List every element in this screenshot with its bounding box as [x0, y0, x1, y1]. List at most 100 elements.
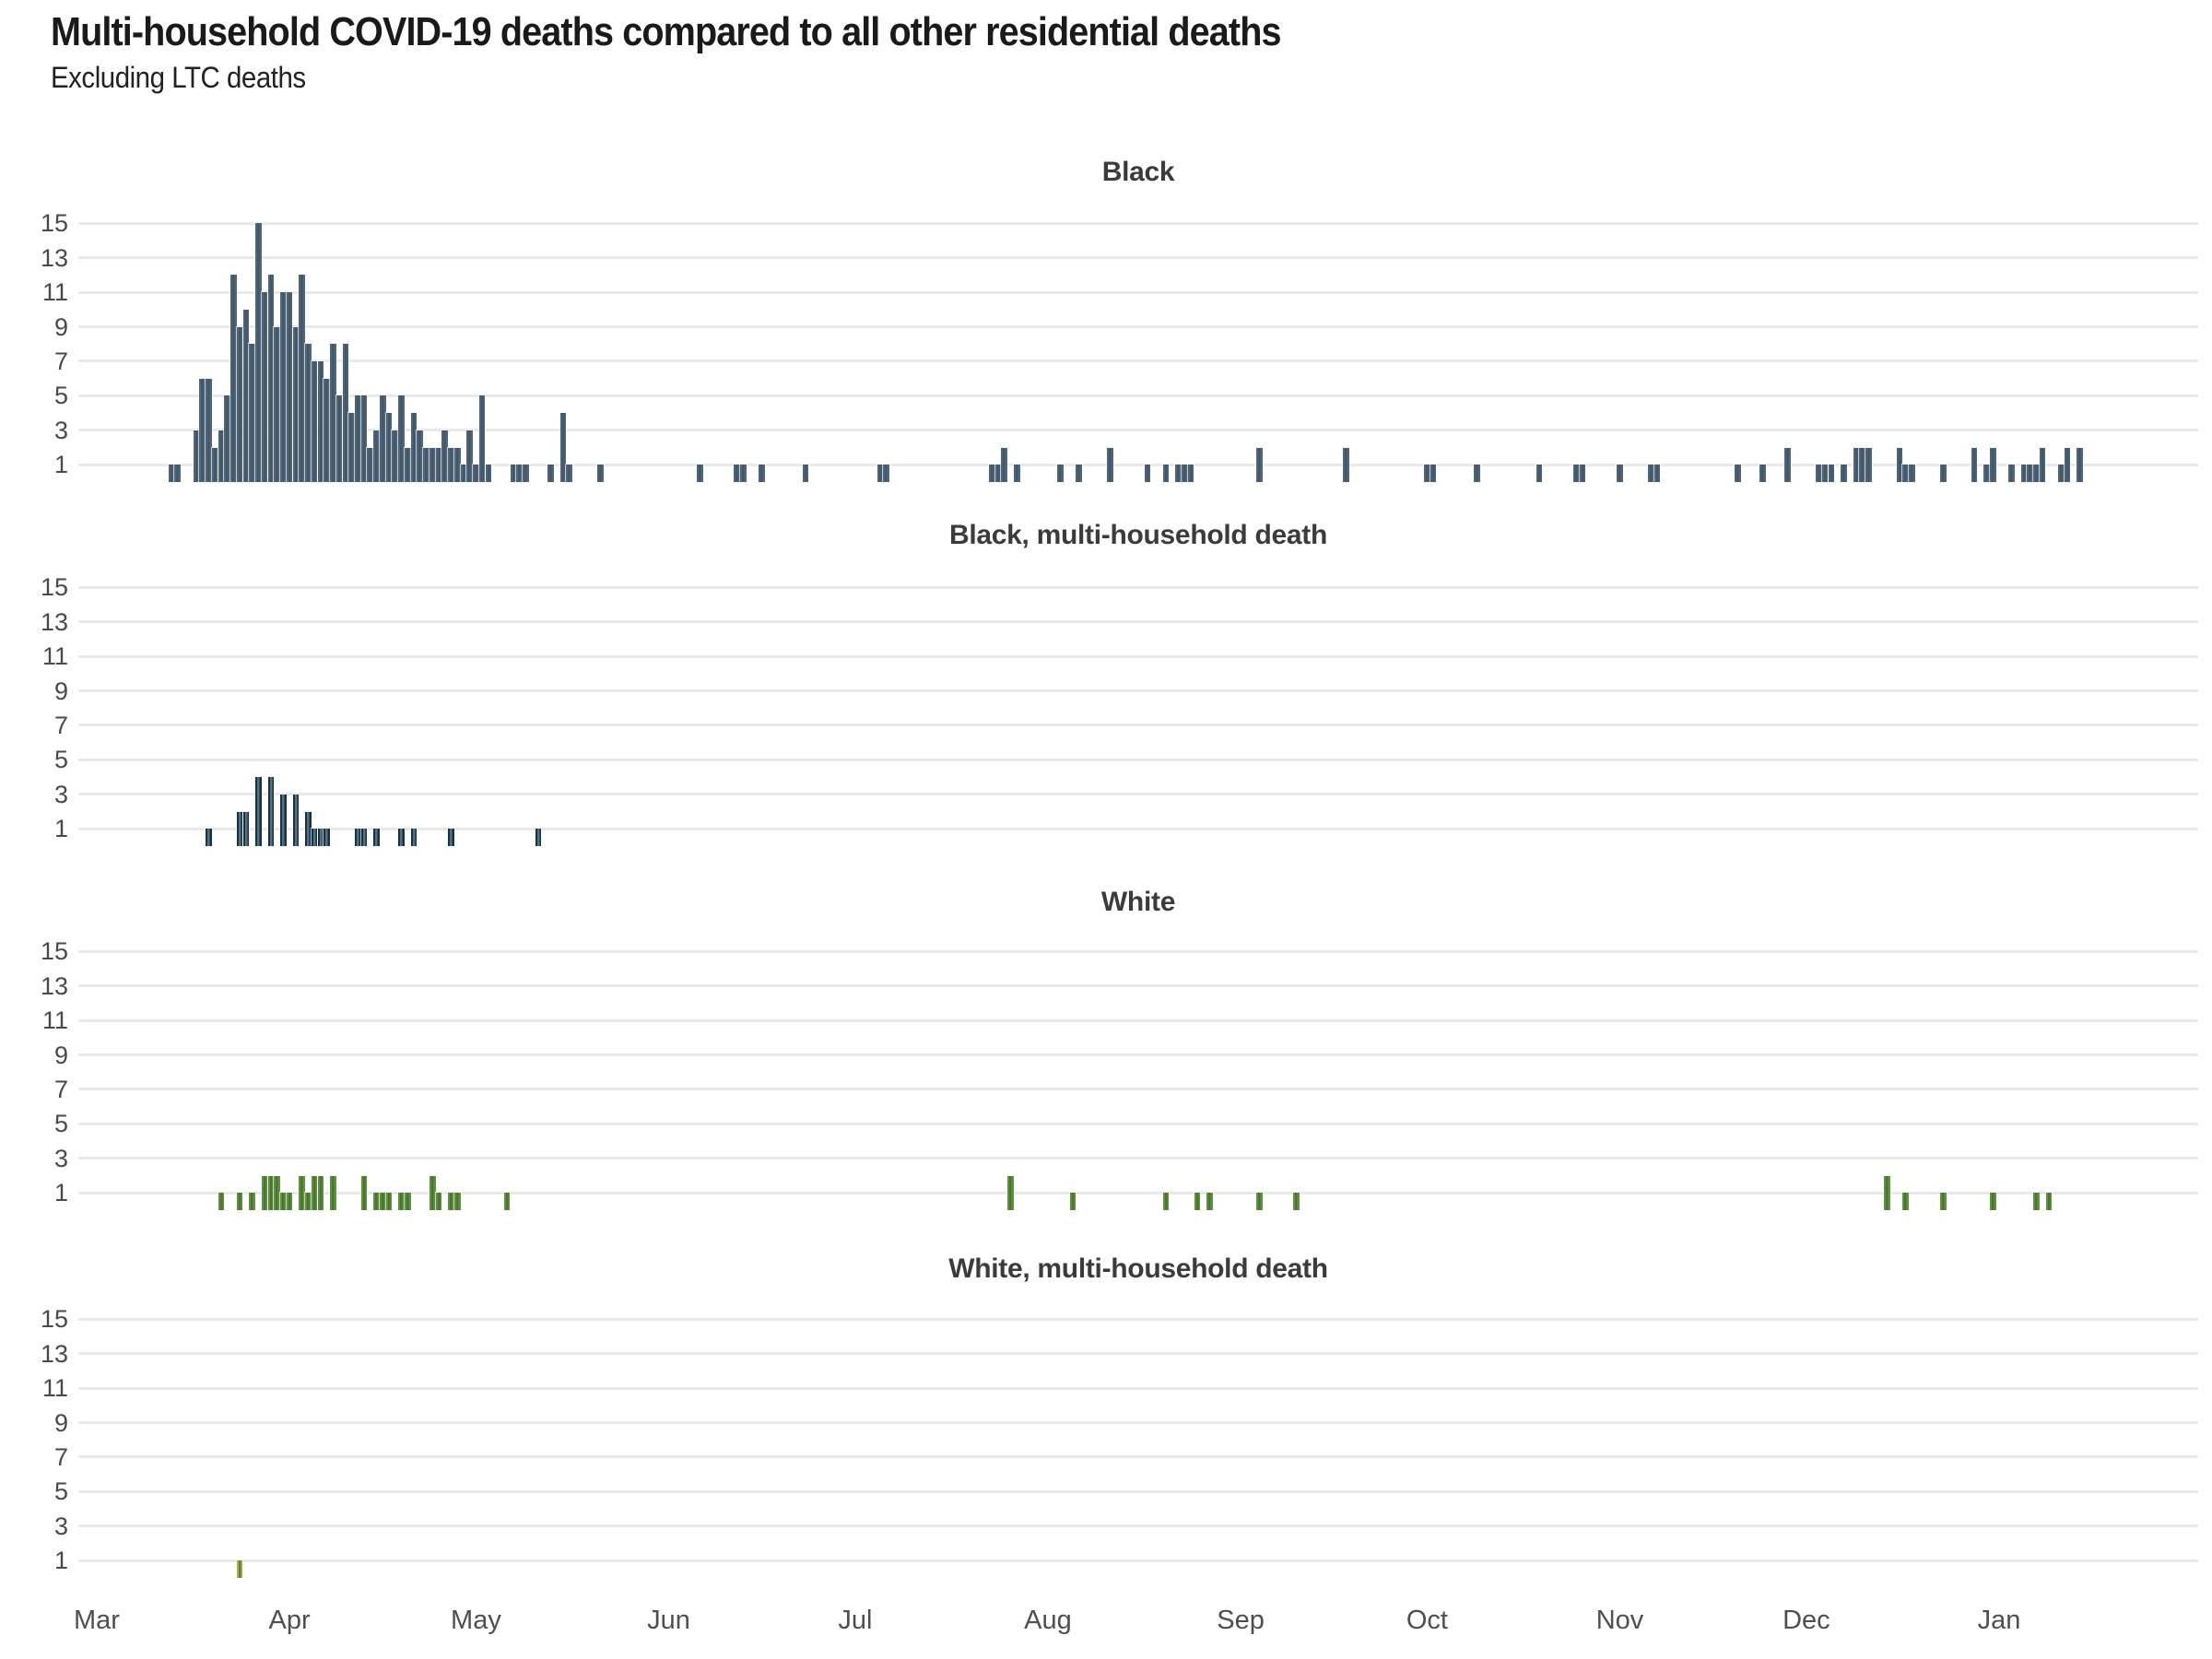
x-axis-month-label: Jul [838, 1606, 873, 1635]
y-axis-tick-label: 13 [40, 607, 68, 636]
bar [2008, 465, 2015, 482]
bar [1107, 447, 1113, 482]
bar [460, 465, 467, 482]
y-axis-tick-label: 13 [40, 971, 68, 1000]
bar [1784, 447, 1791, 482]
gridline [78, 394, 2198, 397]
y-axis-tick-label: 7 [53, 1075, 68, 1103]
bar [354, 395, 361, 482]
bar [1162, 465, 1170, 482]
bar [261, 1175, 268, 1210]
bar [242, 811, 250, 846]
bar [1902, 1193, 1910, 1210]
bar [379, 1193, 386, 1210]
bar [1617, 465, 1623, 482]
bar [466, 429, 473, 482]
bar [236, 1193, 243, 1210]
x-axis-month-label: May [451, 1606, 501, 1635]
bar [360, 1175, 368, 1210]
bar [448, 1193, 454, 1210]
bar [1256, 1193, 1263, 1210]
bar [1162, 1193, 1170, 1210]
bar [1841, 465, 1847, 482]
bar [317, 1175, 324, 1210]
bar [1816, 465, 1822, 482]
gridline [78, 758, 2198, 761]
bar [1989, 447, 1996, 482]
bar [379, 395, 386, 482]
bar [802, 465, 809, 482]
bar [1573, 465, 1580, 482]
x-axis-month-label: Oct [1406, 1606, 1448, 1635]
bar [168, 465, 175, 482]
gridline [78, 1122, 2198, 1125]
bar [503, 1193, 511, 1210]
bar [1175, 465, 1182, 482]
bar [1909, 465, 1915, 482]
bar [324, 829, 330, 846]
bar [478, 395, 486, 482]
bar [2027, 465, 2033, 482]
bar [1939, 465, 1947, 482]
y-axis-tick-label: 5 [53, 1110, 68, 1138]
gridline [78, 1559, 2198, 1562]
y-axis-tick-label: 13 [40, 243, 68, 272]
bar [261, 292, 268, 482]
bar [473, 465, 479, 482]
bar [230, 275, 237, 482]
bar [236, 811, 243, 846]
bar [696, 465, 703, 482]
gridline [78, 1053, 2198, 1057]
gridline [78, 793, 2198, 796]
bar [410, 413, 418, 482]
gridline [78, 463, 2198, 466]
x-axis-month-label: Aug [1024, 1606, 1072, 1635]
y-axis-tick-label: 3 [53, 1512, 68, 1540]
bar [429, 1175, 436, 1210]
bar [1735, 465, 1741, 482]
bar [1206, 1193, 1213, 1210]
bar [360, 829, 368, 846]
bar [1859, 447, 1865, 482]
bar [1989, 1193, 1996, 1210]
panel-title: White, multi-household death [948, 1253, 1328, 1284]
y-axis-tick-label: 15 [40, 1305, 68, 1334]
bar [1535, 465, 1543, 482]
bar [1865, 447, 1872, 482]
bar [435, 447, 442, 482]
y-axis-tick-label: 7 [53, 1442, 68, 1471]
bar [311, 1175, 318, 1210]
bar [516, 465, 523, 482]
bar [224, 395, 230, 482]
bar [1759, 465, 1766, 482]
panel-title: Black, multi-household death [949, 520, 1327, 550]
bar [448, 447, 454, 482]
bar [267, 275, 275, 482]
bar [385, 413, 393, 482]
bar [441, 429, 448, 482]
gridline [78, 1455, 2198, 1459]
x-axis-month-label: Jun [647, 1606, 690, 1635]
bar [423, 447, 429, 482]
y-axis-tick-label: 11 [41, 642, 68, 671]
bar [1424, 465, 1430, 482]
y-axis-tick-label: 7 [53, 711, 68, 739]
gridline [78, 827, 2198, 830]
bar [324, 378, 330, 482]
bar [1343, 447, 1350, 482]
bar [1474, 465, 1480, 482]
bar [311, 360, 318, 482]
bar [417, 429, 424, 482]
y-axis-tick-label: 7 [53, 347, 68, 375]
x-axis-month-label: Apr [268, 1606, 311, 1635]
bar [2033, 1193, 2040, 1210]
bar [280, 292, 287, 482]
bar [1057, 465, 1064, 482]
bar [453, 1193, 461, 1210]
bar [535, 829, 542, 846]
bar [292, 326, 300, 482]
bar [206, 829, 212, 846]
bar [2058, 465, 2065, 482]
bar [373, 829, 380, 846]
gridline [78, 1018, 2198, 1022]
